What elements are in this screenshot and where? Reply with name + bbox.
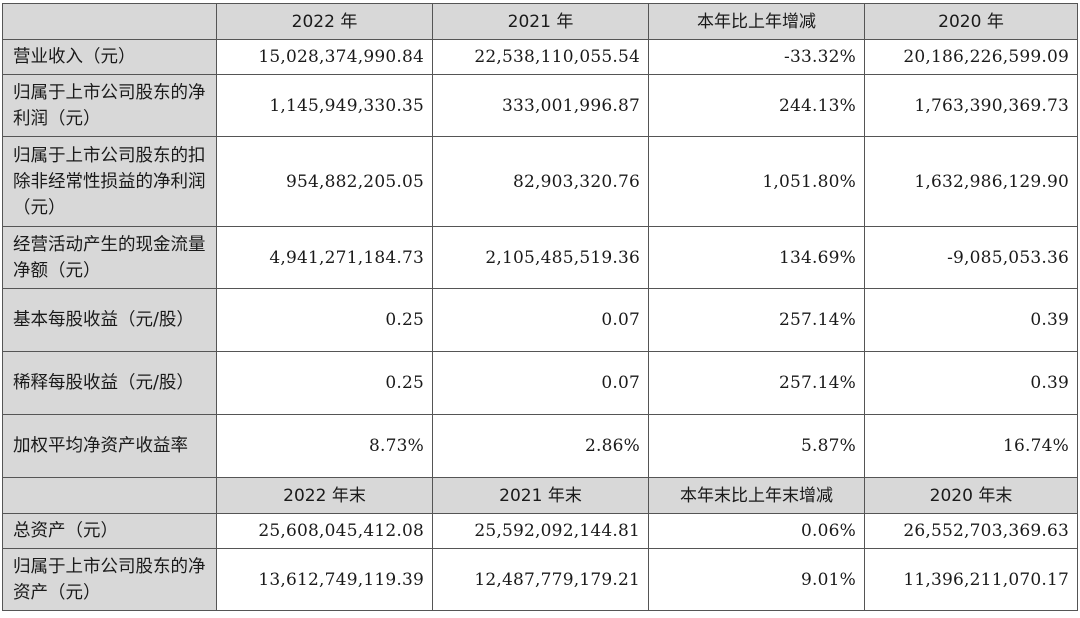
cell-change: 1,051.80% [648, 136, 865, 227]
header-cell-2020-end: 2020 年末 [864, 477, 1078, 514]
row-label: 归属于上市公司股东的净资产（元） [2, 548, 217, 611]
cell-change: 134.69% [648, 226, 865, 289]
cell-2020: -9,085,053.36 [864, 226, 1078, 289]
row-label: 基本每股收益（元/股） [2, 288, 217, 352]
cell-2021: 82,903,320.76 [432, 136, 649, 227]
cell-2021: 2.86% [432, 414, 649, 478]
cell-2022: 15,028,374,990.84 [216, 39, 433, 75]
cell-2022: 0.25 [216, 351, 433, 415]
header-cell-2022: 2022 年 [216, 3, 433, 40]
header-row-year-end: 2022 年末 2021 年末 本年末比上年末增减 2020 年末 [2, 477, 1078, 514]
cell-2022: 8.73% [216, 414, 433, 478]
cell-2021: 333,001,996.87 [432, 74, 649, 137]
header-cell-2022-end: 2022 年末 [216, 477, 433, 514]
cell-change: 257.14% [648, 288, 865, 352]
cell-2022: 1,145,949,330.35 [216, 74, 433, 137]
cell-2020: 1,632,986,129.90 [864, 136, 1078, 227]
cell-2020: 16.74% [864, 414, 1078, 478]
cell-2020: 0.39 [864, 351, 1078, 415]
row-net-profit: 归属于上市公司股东的净利润（元） 1,145,949,330.35 333,00… [2, 74, 1078, 137]
cell-2022: 25,608,045,412.08 [216, 513, 433, 549]
cell-2022: 4,941,271,184.73 [216, 226, 433, 289]
cell-2021: 0.07 [432, 288, 649, 352]
cell-2020: 26,552,703,369.63 [864, 513, 1078, 549]
row-label: 经营活动产生的现金流量净额（元） [2, 226, 217, 289]
cell-2021: 12,487,779,179.21 [432, 548, 649, 611]
header-corner-cell [2, 477, 217, 514]
header-cell-2021: 2021 年 [432, 3, 649, 40]
header-corner-cell [2, 3, 217, 40]
cell-2021: 2,105,485,519.36 [432, 226, 649, 289]
header-row-annual: 2022 年 2021 年 本年比上年增减 2020 年 [2, 3, 1078, 40]
header-cell-2021-end: 2021 年末 [432, 477, 649, 514]
financial-indicators-table: 2022 年 2021 年 本年比上年增减 2020 年 营业收入（元） 15,… [2, 3, 1078, 611]
row-label: 总资产（元） [2, 513, 217, 549]
row-label: 加权平均净资产收益率 [2, 414, 217, 478]
row-label: 营业收入（元） [2, 39, 217, 75]
cell-change: 9.01% [648, 548, 865, 611]
cell-2022: 0.25 [216, 288, 433, 352]
cell-change: 0.06% [648, 513, 865, 549]
row-label: 稀释每股收益（元/股） [2, 351, 217, 415]
row-net-assets: 归属于上市公司股东的净资产（元） 13,612,749,119.39 12,48… [2, 548, 1078, 611]
row-label: 归属于上市公司股东的净利润（元） [2, 74, 217, 137]
cell-change: 257.14% [648, 351, 865, 415]
cell-2020: 11,396,211,070.17 [864, 548, 1078, 611]
header-cell-change: 本年比上年增减 [648, 3, 865, 40]
row-operating-revenue: 营业收入（元） 15,028,374,990.84 22,538,110,055… [2, 39, 1078, 75]
row-total-assets: 总资产（元） 25,608,045,412.08 25,592,092,144.… [2, 513, 1078, 549]
row-diluted-eps: 稀释每股收益（元/股） 0.25 0.07 257.14% 0.39 [2, 351, 1078, 415]
cell-2020: 1,763,390,369.73 [864, 74, 1078, 137]
cell-2021: 0.07 [432, 351, 649, 415]
row-basic-eps: 基本每股收益（元/股） 0.25 0.07 257.14% 0.39 [2, 288, 1078, 352]
cell-2020: 0.39 [864, 288, 1078, 352]
cell-change: -33.32% [648, 39, 865, 75]
cell-2022: 954,882,205.05 [216, 136, 433, 227]
cell-2020: 20,186,226,599.09 [864, 39, 1078, 75]
cell-change: 244.13% [648, 74, 865, 137]
row-label: 归属于上市公司股东的扣除非经常性损益的净利润（元） [2, 136, 217, 227]
cell-change: 5.87% [648, 414, 865, 478]
cell-2021: 25,592,092,144.81 [432, 513, 649, 549]
cell-2022: 13,612,749,119.39 [216, 548, 433, 611]
cell-2021: 22,538,110,055.54 [432, 39, 649, 75]
row-operating-cash-flow: 经营活动产生的现金流量净额（元） 4,941,271,184.73 2,105,… [2, 226, 1078, 289]
financial-table-container: 2022 年 2021 年 本年比上年增减 2020 年 营业收入（元） 15,… [2, 3, 1078, 611]
header-cell-change-end: 本年末比上年末增减 [648, 477, 865, 514]
row-weighted-roe: 加权平均净资产收益率 8.73% 2.86% 5.87% 16.74% [2, 414, 1078, 478]
header-cell-2020: 2020 年 [864, 3, 1078, 40]
row-net-profit-deducted: 归属于上市公司股东的扣除非经常性损益的净利润（元） 954,882,205.05… [2, 136, 1078, 227]
